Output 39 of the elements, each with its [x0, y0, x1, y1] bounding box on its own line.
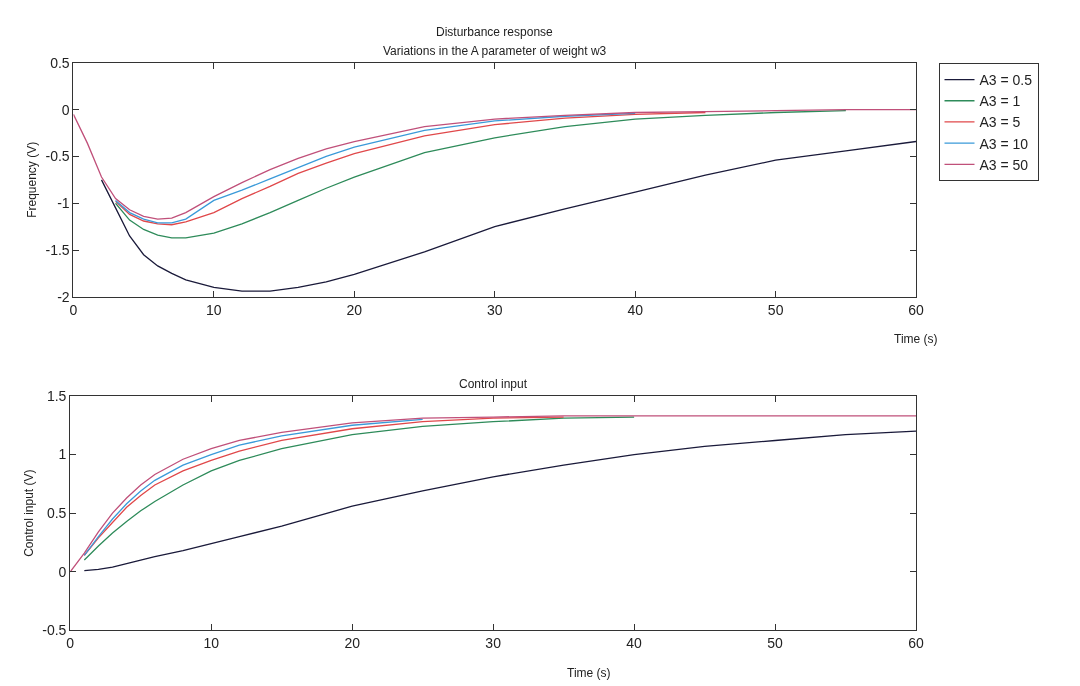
- y-tick-label: -1: [57, 195, 70, 212]
- x-tick-label: 20: [346, 301, 363, 318]
- y-tick-label: -2: [57, 288, 70, 305]
- y-tick-label: 1: [58, 446, 67, 463]
- x-tick-label: 40: [626, 635, 643, 652]
- legend-label: A3 = 5: [979, 114, 1021, 131]
- y-tick-label: 1.5: [46, 387, 67, 404]
- y-tick-label: -0.5: [42, 622, 67, 639]
- y-tick-label: 0: [61, 101, 70, 118]
- line-series: [100, 140, 917, 292]
- y-tick-label: 0.5: [50, 54, 70, 71]
- legend-label: A3 = 50: [979, 156, 1029, 173]
- line-series: [83, 418, 424, 557]
- y-tick-label: -1.5: [45, 241, 70, 258]
- x-axis-title: Time (s): [567, 666, 611, 680]
- y-tick-label: 0.5: [46, 505, 67, 522]
- x-tick-label: 50: [767, 635, 784, 652]
- legend-label: A3 = 0.5: [979, 72, 1033, 88]
- y-tick-label: 0: [58, 563, 67, 580]
- chart-subtitle: Variations in the A parameter of weight w3: [383, 44, 607, 58]
- x-tick-label: 10: [203, 635, 220, 652]
- legend-label: A3 = 10: [979, 135, 1029, 152]
- legend-label: A3 = 1: [979, 93, 1021, 110]
- y-axis-title: Control input (V): [21, 469, 36, 557]
- y-axis-title: Frequency (V): [24, 141, 39, 218]
- x-tick-label: 40: [627, 301, 644, 318]
- x-tick-label: 60: [908, 635, 925, 652]
- x-tick-label: 60: [908, 301, 925, 318]
- x-tick-label: 10: [206, 301, 222, 318]
- line-series: [83, 416, 635, 561]
- x-tick-label: 50: [767, 301, 784, 318]
- x-tick-label: 20: [344, 635, 361, 652]
- line-series: [114, 109, 847, 239]
- x-tick-label: 30: [486, 301, 503, 318]
- x-axis-title: Time (s): [894, 332, 938, 346]
- x-tick-label: 30: [485, 635, 502, 652]
- chart-title: Disturbance response: [436, 25, 554, 39]
- chart-title: Control input: [459, 377, 528, 391]
- y-tick-label: -0.5: [45, 148, 70, 165]
